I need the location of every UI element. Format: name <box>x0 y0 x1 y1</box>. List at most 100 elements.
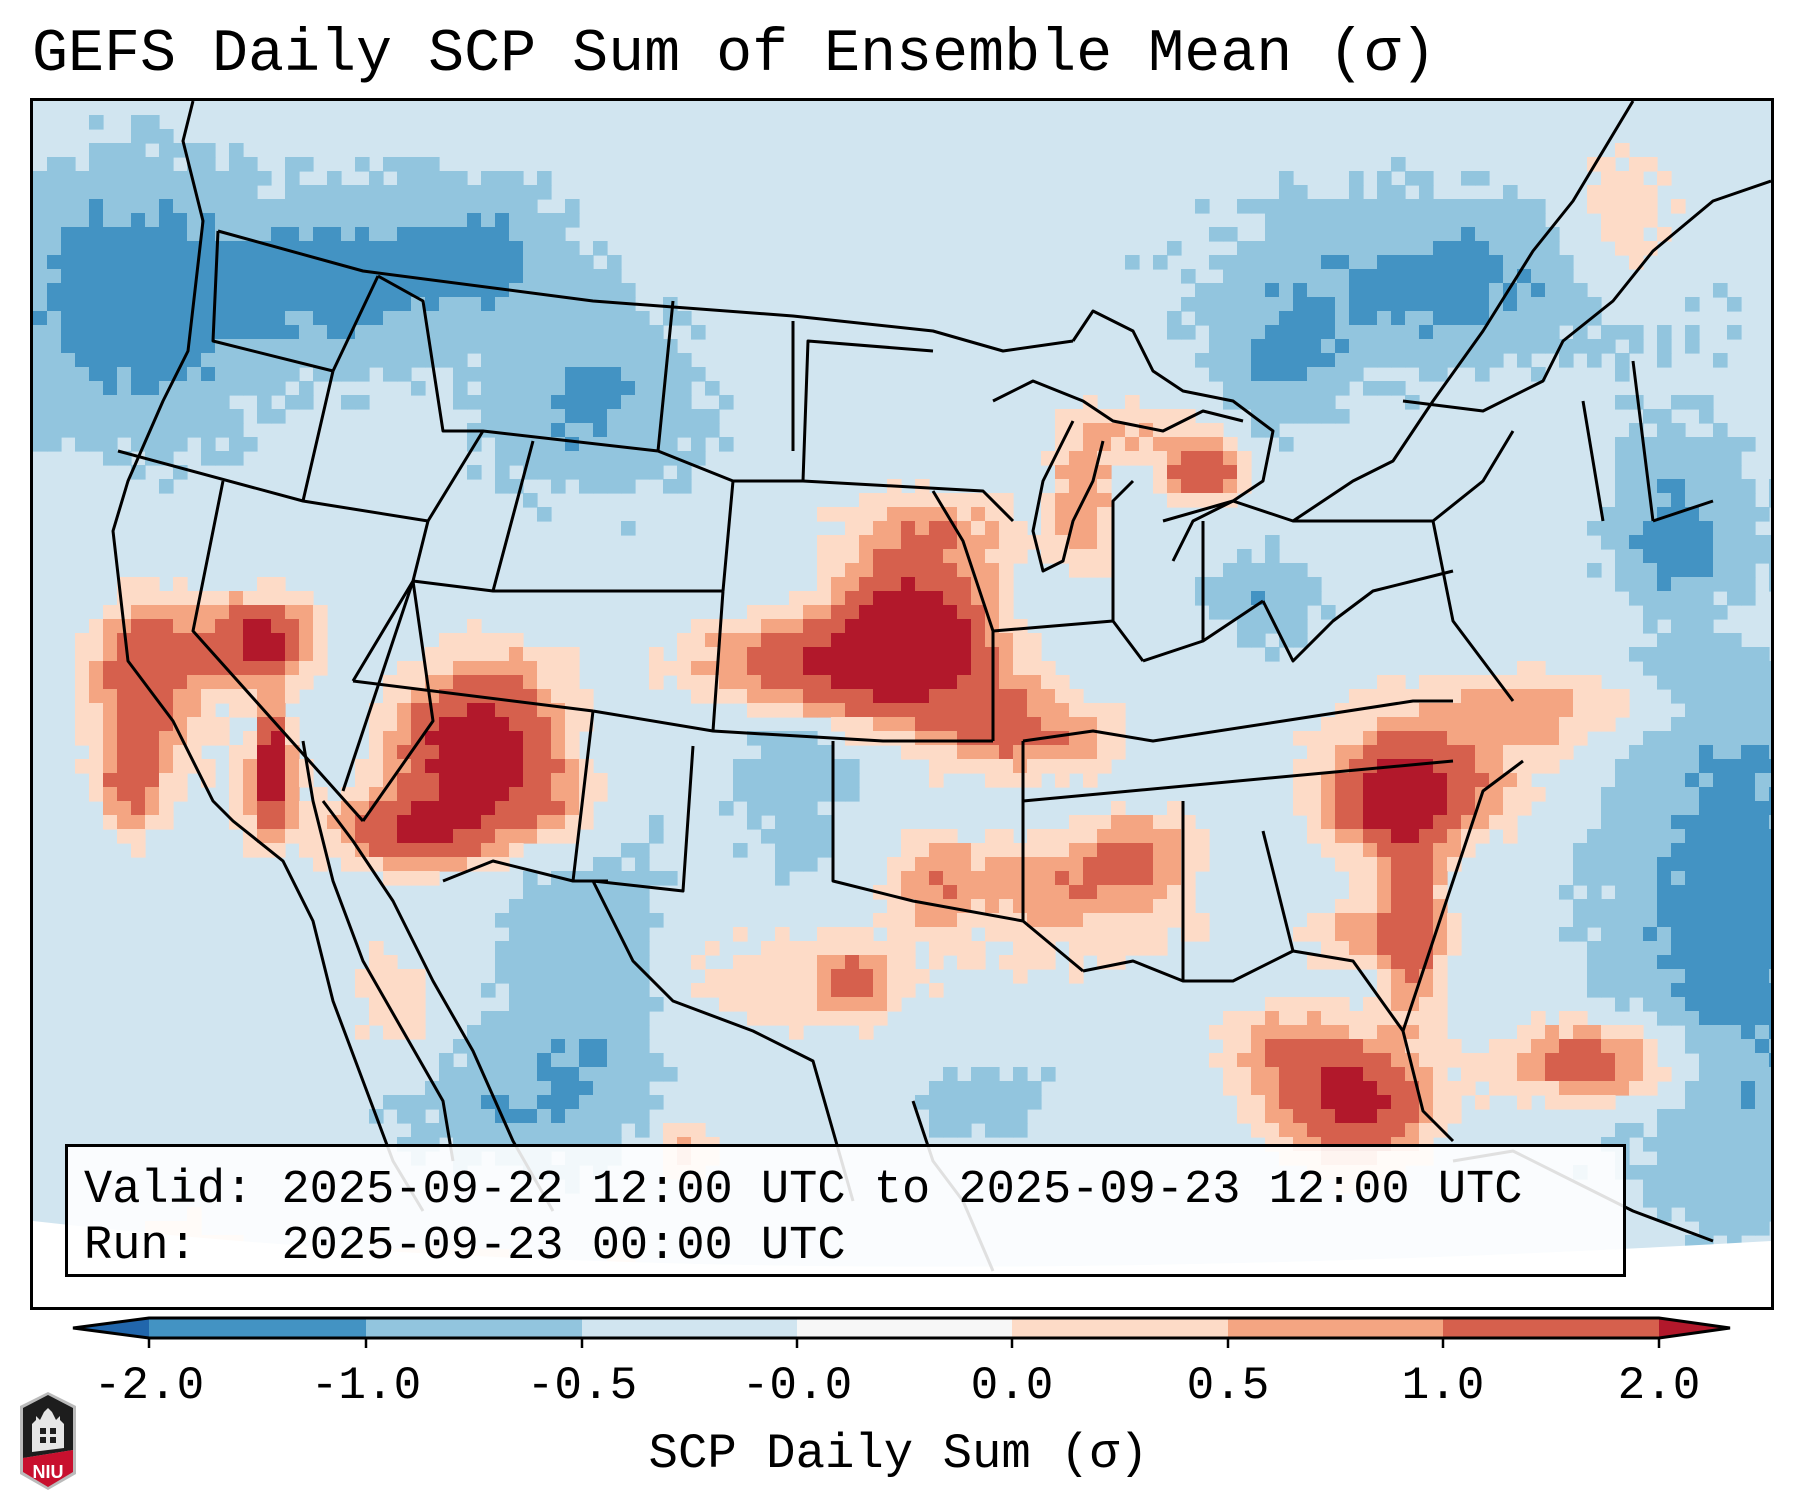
anomaly-cell <box>1587 675 1602 690</box>
anomaly-cell <box>929 745 944 760</box>
anomaly-cell <box>1055 773 1070 788</box>
anomaly-cell <box>719 983 734 998</box>
anomaly-cell <box>1489 1053 1504 1068</box>
anomaly-cell <box>901 647 916 662</box>
anomaly-cell <box>229 171 244 186</box>
anomaly-cell <box>145 703 160 718</box>
anomaly-cell <box>551 227 566 242</box>
anomaly-cell <box>243 675 258 690</box>
anomaly-cell <box>1055 479 1070 494</box>
anomaly-cell <box>215 675 230 690</box>
anomaly-cell <box>803 703 818 718</box>
anomaly-cell <box>1195 283 1210 298</box>
anomaly-cell <box>733 689 748 704</box>
anomaly-cell <box>1587 353 1602 368</box>
anomaly-cell <box>845 955 860 970</box>
anomaly-cell <box>145 367 160 382</box>
anomaly-cell <box>257 409 272 424</box>
anomaly-cell <box>551 381 566 396</box>
anomaly-cell <box>299 339 314 354</box>
anomaly-cell <box>495 843 510 858</box>
anomaly-cell <box>929 703 944 718</box>
anomaly-cell <box>859 535 874 550</box>
anomaly-cell <box>943 913 958 928</box>
anomaly-cell <box>1559 269 1574 284</box>
anomaly-cell <box>1293 997 1308 1012</box>
anomaly-cell <box>1055 759 1070 774</box>
anomaly-cell <box>33 437 48 452</box>
anomaly-cell <box>89 717 104 732</box>
anomaly-cell <box>369 773 384 788</box>
anomaly-cell <box>453 787 468 802</box>
anomaly-cell <box>551 1011 566 1026</box>
anomaly-cell <box>929 1095 944 1110</box>
anomaly-cell <box>103 143 118 158</box>
anomaly-cell <box>985 535 1000 550</box>
anomaly-cell <box>1671 955 1686 970</box>
anomaly-cell <box>1335 1011 1350 1026</box>
anomaly-cell <box>1685 661 1700 676</box>
anomaly-cell <box>1657 983 1672 998</box>
anomaly-cell <box>1545 717 1560 732</box>
anomaly-cell <box>1293 619 1308 634</box>
anomaly-cell <box>1727 479 1742 494</box>
anomaly-cell <box>159 675 174 690</box>
anomaly-cell <box>1349 801 1364 816</box>
anomaly-cell <box>985 829 1000 844</box>
anomaly-cell <box>47 213 62 228</box>
anomaly-cell <box>565 829 580 844</box>
anomaly-cell <box>1699 843 1714 858</box>
anomaly-cell <box>411 325 426 340</box>
anomaly-cell <box>1349 857 1364 872</box>
anomaly-cell <box>1657 521 1672 536</box>
anomaly-cell <box>1657 563 1672 578</box>
anomaly-cell <box>971 647 986 662</box>
anomaly-cell <box>1517 283 1532 298</box>
anomaly-cell <box>1223 1081 1238 1096</box>
anomaly-cell <box>1041 521 1056 536</box>
anomaly-cell <box>411 255 426 270</box>
anomaly-cell <box>1139 829 1154 844</box>
anomaly-cell <box>817 633 832 648</box>
anomaly-cell <box>341 185 356 200</box>
anomaly-cell <box>887 577 902 592</box>
anomaly-cell <box>229 185 244 200</box>
anomaly-cell <box>593 1025 608 1040</box>
anomaly-cell <box>1713 1165 1728 1180</box>
anomaly-cell <box>1209 451 1224 466</box>
anomaly-cell <box>467 661 482 676</box>
anomaly-cell <box>887 647 902 662</box>
anomaly-cell <box>1041 535 1056 550</box>
anomaly-cell <box>551 1109 566 1124</box>
anomaly-cell <box>1699 983 1714 998</box>
anomaly-cell <box>1335 255 1350 270</box>
anomaly-cell <box>1251 1095 1266 1110</box>
anomaly-cell <box>593 927 608 942</box>
anomaly-cell <box>1657 1123 1672 1138</box>
anomaly-cell <box>747 759 762 774</box>
anomaly-cell <box>355 157 370 172</box>
anomaly-cell <box>1013 675 1028 690</box>
anomaly-cell <box>1741 1221 1756 1236</box>
anomaly-cell <box>915 507 930 522</box>
anomaly-cell <box>565 1067 580 1082</box>
anomaly-cell <box>957 577 972 592</box>
anomaly-cell <box>75 325 90 340</box>
anomaly-cell <box>257 829 272 844</box>
anomaly-cell <box>1363 283 1378 298</box>
anomaly-cell <box>551 647 566 662</box>
anomaly-cell <box>621 1039 636 1054</box>
valid-value: 2025-09-22 12:00 UTC to 2025-09-23 12:00… <box>281 1164 1523 1217</box>
anomaly-cell <box>649 395 664 410</box>
anomaly-cell <box>1363 269 1378 284</box>
anomaly-cell <box>929 521 944 536</box>
anomaly-cell <box>313 283 328 298</box>
anomaly-cell <box>551 353 566 368</box>
anomaly-cell <box>397 703 412 718</box>
anomaly-cell <box>957 647 972 662</box>
anomaly-cell <box>1293 577 1308 592</box>
anomaly-cell <box>131 185 146 200</box>
anomaly-cell <box>607 451 622 466</box>
anomaly-cell <box>593 479 608 494</box>
anomaly-cell <box>1377 745 1392 760</box>
